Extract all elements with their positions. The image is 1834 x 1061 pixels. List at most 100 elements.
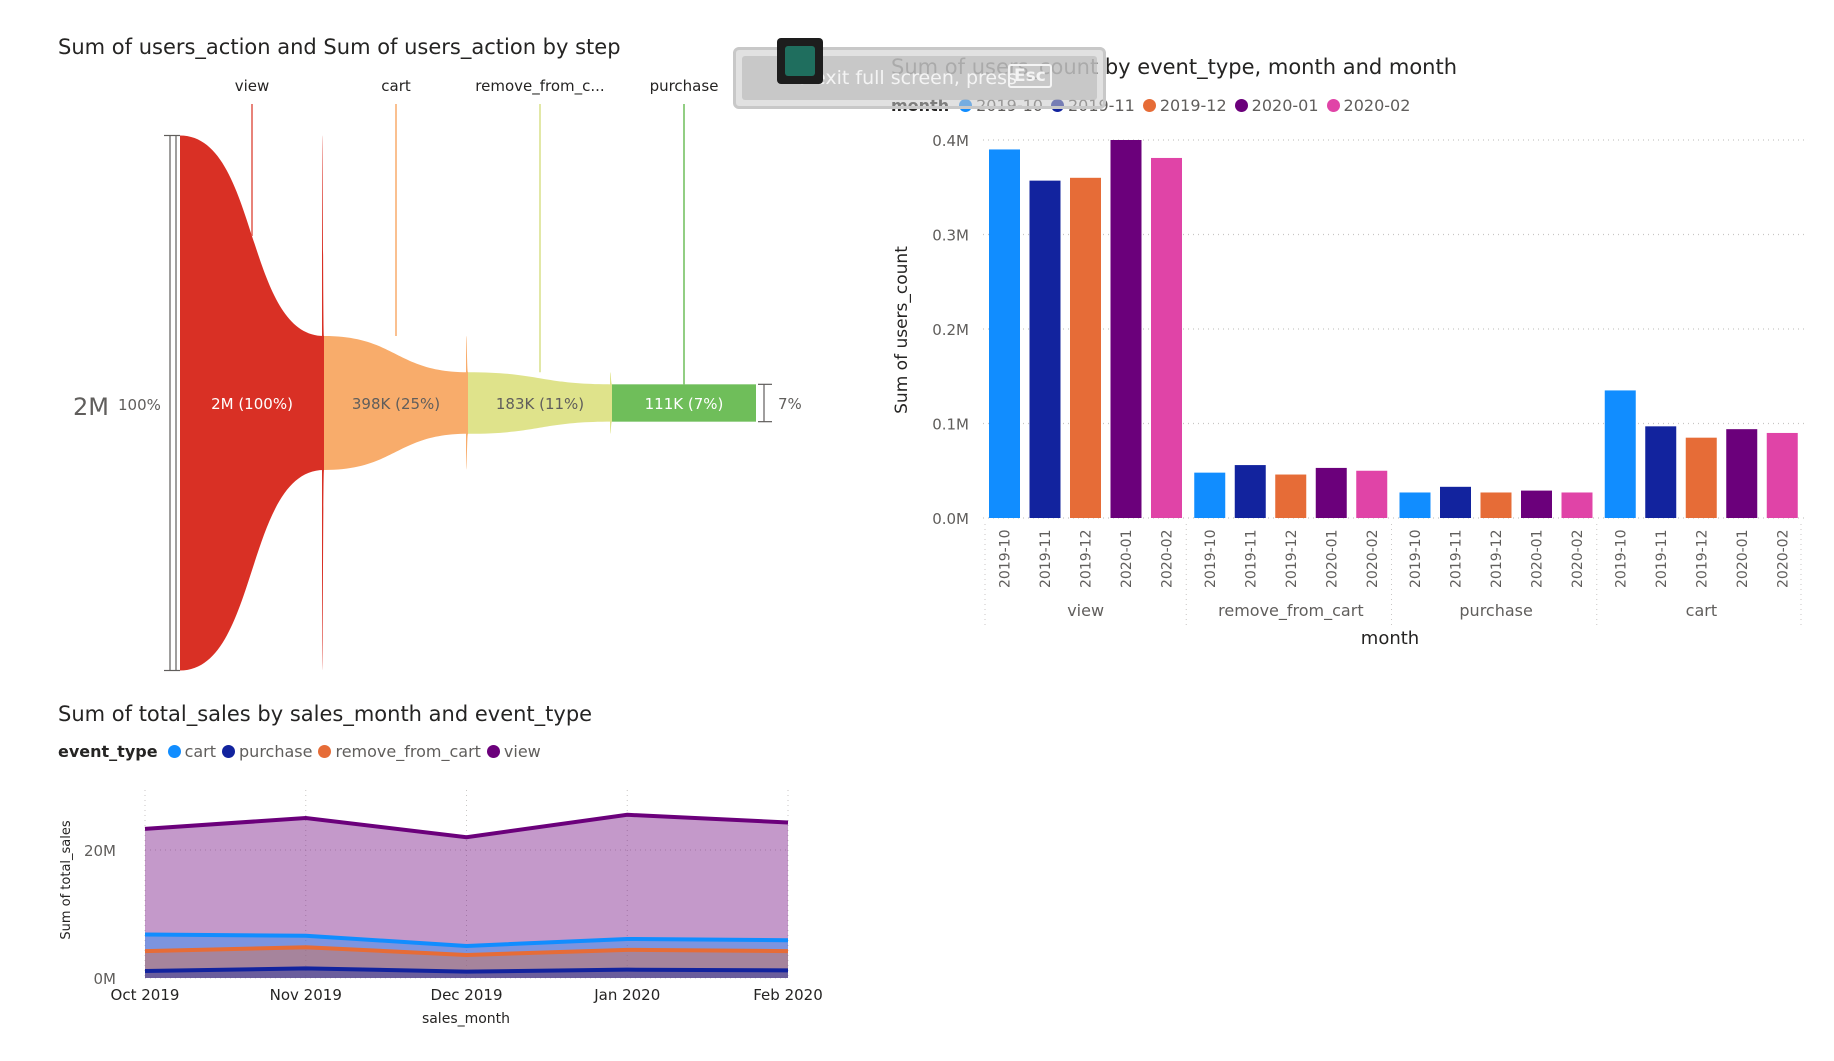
area-chart[interactable]: Oct 2019 Nov 2019 Dec 2019 Jan 2020 Feb 2020…: [0, 690, 860, 1061]
bar-x-tick: 2019-12: [1694, 530, 1710, 589]
legend-dot-icon: [486, 745, 500, 758]
area-y-tick: 20M: [84, 842, 116, 860]
bar-legend-label: 2020-02: [1343, 96, 1411, 115]
funnel-value-label: 2M (100%): [211, 395, 293, 413]
funnel-chart[interactable]: view 2M (100%) cart 398K (25%) remove_from_c…: [0, 0, 860, 690]
legend-dot-icon: [1142, 99, 1156, 112]
funnel-bar-2: [468, 372, 612, 434]
area-line-view: [144, 812, 789, 840]
bar-legend-item[interactable]: 2020-02: [1326, 96, 1411, 115]
bar-x-tick: 2020-01: [1324, 530, 1340, 589]
area-y-tick: 0M: [94, 970, 117, 988]
bar-group-label: view: [1067, 601, 1104, 620]
exit-fullscreen-text: To exit full screen, press: [788, 67, 1017, 89]
legend-dot-icon: [1234, 99, 1248, 112]
bar-cart-2020-02: [1766, 432, 1798, 518]
bar-chart[interactable]: 0.0M 0.1M 0.2M 0.3M 0.4M 2019-10 2019-11 2019-1…: [870, 0, 1834, 690]
bar-view-2019-11: [1029, 180, 1061, 518]
area-visual[interactable]: Sum of total_sales by sales_month and ev…: [0, 690, 860, 1061]
bar-x-tick: 2019-10: [1408, 530, 1424, 589]
funnel-total-pct: 100%: [118, 396, 161, 414]
bar-remove_from_cart-2019-12: [1275, 474, 1307, 518]
bar-x-tick: 2019-11: [1243, 530, 1259, 589]
area-x-tick: Dec 2019: [431, 986, 503, 1004]
bar-group-label: cart: [1686, 601, 1717, 620]
bar-x-tick: 2019-12: [1079, 530, 1095, 589]
area-legend-label: purchase: [239, 742, 313, 761]
bar-legend-item[interactable]: 2020-01: [1234, 96, 1319, 115]
bar-x-tick: 2019-11: [1449, 530, 1465, 589]
area-y-axis-title: Sum of total_sales: [59, 820, 74, 940]
area-x-axis-title: sales_month: [422, 1011, 510, 1027]
legend-dot-icon: [1326, 99, 1340, 112]
funnel-step-label: cart: [381, 77, 411, 95]
bar-x-tick: 2019-11: [1654, 530, 1670, 589]
bar-group-label: remove_from_cart: [1218, 601, 1363, 621]
bar-x-tick: 2020-02: [1365, 530, 1381, 589]
area-legend-item[interactable]: remove_from_cart: [318, 742, 481, 761]
bar-x-tick: 2019-10: [1203, 530, 1219, 589]
bar-view-2019-12: [1070, 177, 1101, 519]
bar-y-tick: 0.4M: [932, 132, 969, 150]
bar-cart-2019-11: [1645, 426, 1677, 518]
bar-x-tick: 2020-01: [1735, 530, 1751, 589]
bar-x-tick: 2020-01: [1119, 530, 1135, 589]
bar-purchase-2019-12: [1480, 492, 1512, 518]
area-x-tick: Feb 2020: [753, 986, 823, 1004]
area-x-tick: Jan 2020: [593, 986, 660, 1004]
bar-purchase-2020-02: [1561, 492, 1593, 518]
bar-x-tick: 2019-11: [1038, 530, 1054, 589]
bar-x-tick: 2019-12: [1284, 530, 1300, 589]
funnel-segment-view: [180, 135, 324, 671]
bar-legend-item[interactable]: 2019-12: [1142, 96, 1227, 115]
bar-group-label: purchase: [1459, 601, 1532, 620]
area-line-purchase: [144, 966, 789, 974]
focus-mode-icon[interactable]: [777, 38, 823, 84]
area-x-tick: Oct 2019: [111, 986, 180, 1004]
funnel-value-label: 111K (7%): [645, 395, 724, 413]
area-legend-label: view: [503, 742, 541, 761]
bar-remove_from_cart-2020-02: [1356, 470, 1388, 518]
bar-visual[interactable]: Sum of users_count by event_type, month …: [870, 0, 1834, 690]
bar-view-2020-02: [1151, 157, 1182, 518]
area-legend-item[interactable]: cart: [167, 742, 216, 761]
funnel-bar-1: [324, 336, 468, 470]
funnel-step-label: remove_from_c...: [475, 77, 604, 96]
bar-purchase-2020-01: [1521, 490, 1552, 518]
funnel-title: Sum of users_action and Sum of users_act…: [58, 35, 621, 59]
bar-cart-2020-01: [1726, 429, 1758, 518]
funnel-step-label: purchase: [650, 77, 719, 95]
funnel-value-label: 183K (11%): [496, 395, 584, 413]
area-legend: event_type cart purchase remove_from_cart v…: [58, 742, 547, 761]
bar-x-tick: 2019-10: [998, 530, 1014, 589]
bar-legend-label: 2020-01: [1251, 96, 1319, 115]
bar-x-tick: 2020-02: [1570, 530, 1586, 589]
bar-y-tick: 0.0M: [932, 510, 969, 528]
bar-remove_from_cart-2019-11: [1234, 465, 1266, 518]
bar-remove_from_cart-2020-01: [1315, 467, 1347, 518]
funnel-total-label: 2M: [73, 393, 109, 421]
bar-remove_from_cart-2019-10: [1194, 472, 1226, 518]
bar-x-tick: 2020-02: [1160, 530, 1176, 589]
bar-y-tick: 0.1M: [932, 416, 969, 434]
esc-key-badge: Esc: [1008, 64, 1052, 88]
funnel-step-label: view: [235, 77, 270, 95]
area-legend-item[interactable]: view: [486, 742, 541, 761]
area-legend-item[interactable]: purchase: [222, 742, 312, 761]
bar-cart-2019-10: [1604, 390, 1636, 518]
legend-dot-icon: [222, 745, 236, 758]
bar-view-2020-01: [1110, 140, 1142, 518]
bar-y-tick: 0.2M: [932, 321, 969, 339]
area-line-cart: [144, 932, 789, 949]
funnel-value-label: 398K (25%): [352, 395, 440, 413]
legend-dot-icon: [167, 745, 181, 758]
area-title: Sum of total_sales by sales_month and ev…: [58, 702, 593, 726]
bar-x-tick: 2019-10: [1613, 530, 1629, 589]
bar-y-tick: 0.3M: [932, 227, 969, 245]
bar-x-tick: 2020-01: [1530, 530, 1546, 589]
area-legend-title: event_type: [58, 742, 158, 761]
funnel-visual[interactable]: Sum of users_action and Sum of users_act…: [0, 0, 860, 690]
bar-view-2019-10: [989, 149, 1020, 518]
bar-x-tick: 2019-12: [1489, 530, 1505, 589]
funnel-end-pct: 7%: [778, 395, 802, 413]
